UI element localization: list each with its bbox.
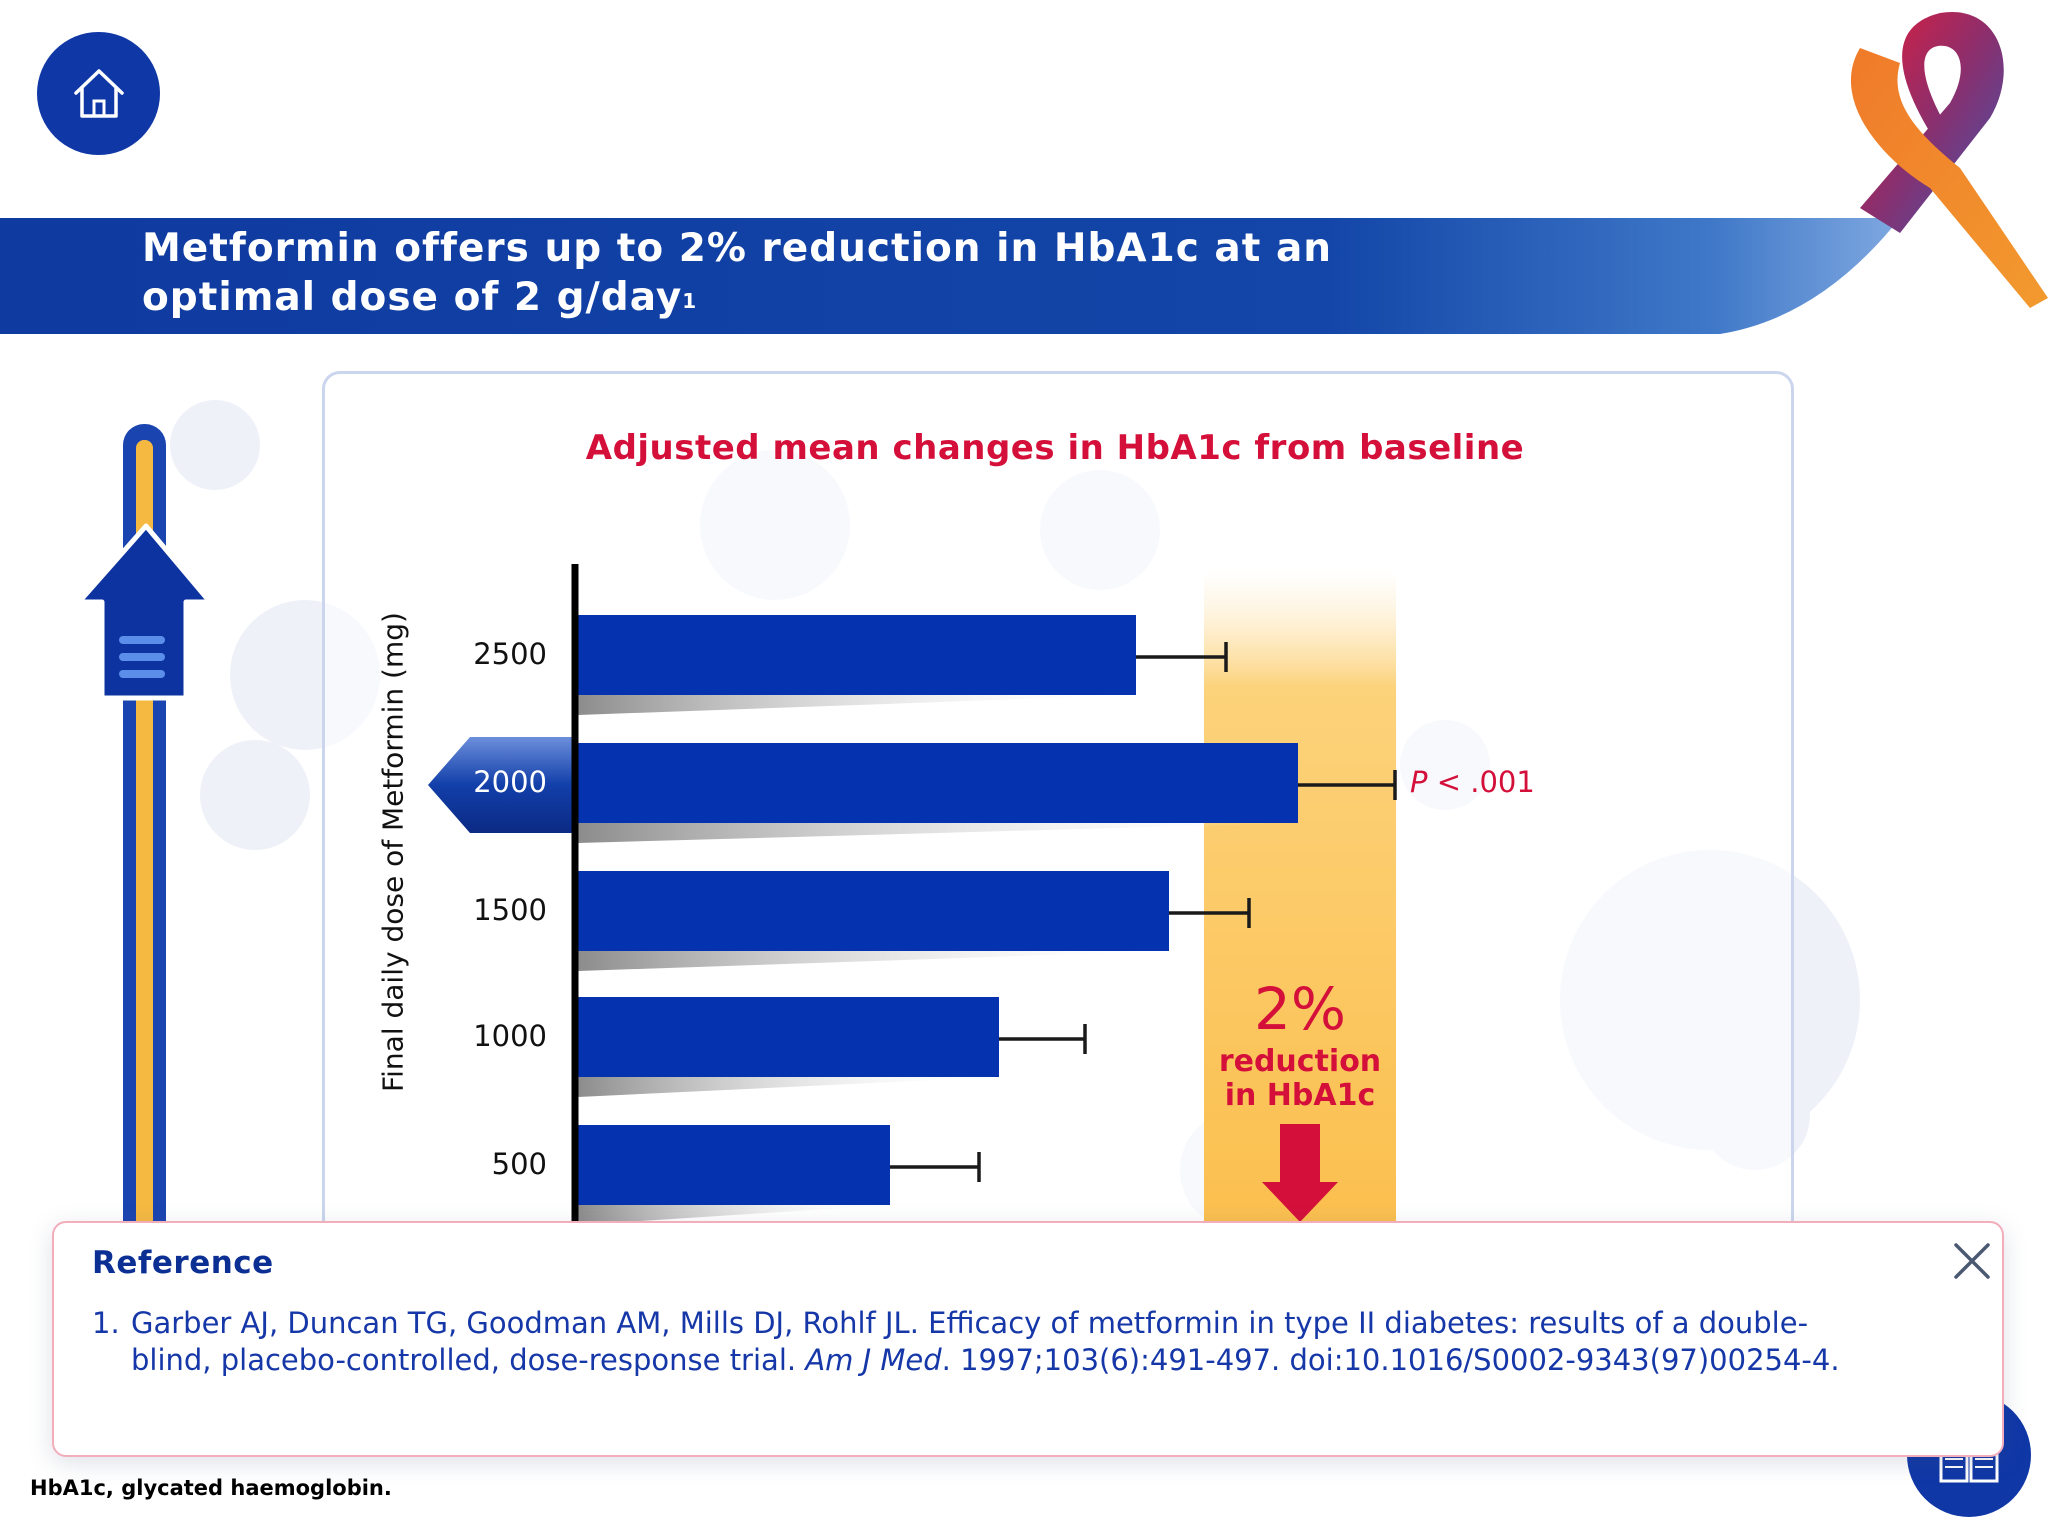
selected-dose-tag[interactable]: [428, 737, 574, 833]
reference-panel: Reference 1. Garber AJ, Duncan TG, Goodm…: [52, 1221, 2004, 1457]
p-symbol: P: [1410, 765, 1428, 799]
citation-journal: Am J Med: [805, 1343, 942, 1377]
chart-title: Adjusted mean changes in HbA1c from base…: [585, 428, 1525, 468]
reference-number: 1.: [92, 1306, 120, 1340]
bar-2500: [578, 615, 1136, 695]
reduction-label-line-1: reduction: [1218, 1044, 1382, 1079]
bar-500: [578, 1125, 890, 1205]
reduction-percent: 2%: [1253, 975, 1346, 1043]
title-band: [0, 218, 1900, 334]
y-axis-label: Final daily dose of Metformin (mg): [376, 612, 410, 1092]
bar-2000: [578, 743, 1298, 823]
bar-shadow: [578, 695, 1136, 715]
tick-label-1500: 1500: [473, 893, 547, 927]
tick-label-2500: 2500: [473, 637, 547, 671]
bar-shadow: [578, 951, 1169, 971]
reference-citation: Garber AJ, Duncan TG, Goodman AM, Mills …: [131, 1305, 1851, 1379]
reference-title: Reference: [92, 1245, 274, 1281]
up-arrow-icon[interactable]: [76, 523, 213, 701]
bar-1500: [578, 871, 1169, 951]
title-footnote-marker[interactable]: 1: [682, 289, 698, 313]
p-value-text: < .001: [1427, 765, 1535, 799]
page-title: Metformin offers up to 2% reduction in H…: [142, 224, 1442, 322]
tick-label-1000: 1000: [473, 1019, 547, 1053]
close-icon: [1954, 1243, 1990, 1279]
citation-details: . 1997;103(6):491-497. doi:10.1016/S0002…: [941, 1343, 1840, 1377]
bar-shadow: [578, 1077, 999, 1097]
citation-text: Garber AJ, Duncan TG, Goodman AM, Mills …: [131, 1306, 1809, 1377]
close-button[interactable]: [1948, 1237, 1996, 1285]
slider-handle[interactable]: [76, 523, 213, 701]
down-arrow-icon: [1262, 1124, 1338, 1222]
title-line-2-text: optimal dose of 2 g/day: [142, 275, 683, 320]
bar-shadow: [578, 823, 1298, 843]
bars-group: [578, 615, 1397, 1225]
reduction-highlight-column: [1204, 570, 1396, 1226]
awareness-ribbon-icon: [1850, 11, 2048, 308]
p-value-annotation: P < .001: [1410, 765, 1535, 799]
reduction-label: reduction in HbA1c: [1195, 1045, 1405, 1113]
bar-shadow: [578, 1205, 890, 1225]
footnote: HbA1c, glycated haemoglobin.: [30, 1476, 392, 1500]
title-line-2: optimal dose of 2 g/day1: [142, 273, 1442, 322]
title-line-1: Metformin offers up to 2% reduction in H…: [142, 226, 1333, 271]
home-button[interactable]: [37, 32, 160, 155]
tick-label-500: 500: [491, 1147, 547, 1181]
bar-1000: [578, 997, 999, 1077]
tick-label-2000[interactable]: 2000: [473, 765, 547, 799]
home-icon: [73, 68, 124, 118]
reduction-label-line-2: in HbA1c: [1224, 1078, 1376, 1113]
dose-slider[interactable]: [0, 0, 230, 1240]
